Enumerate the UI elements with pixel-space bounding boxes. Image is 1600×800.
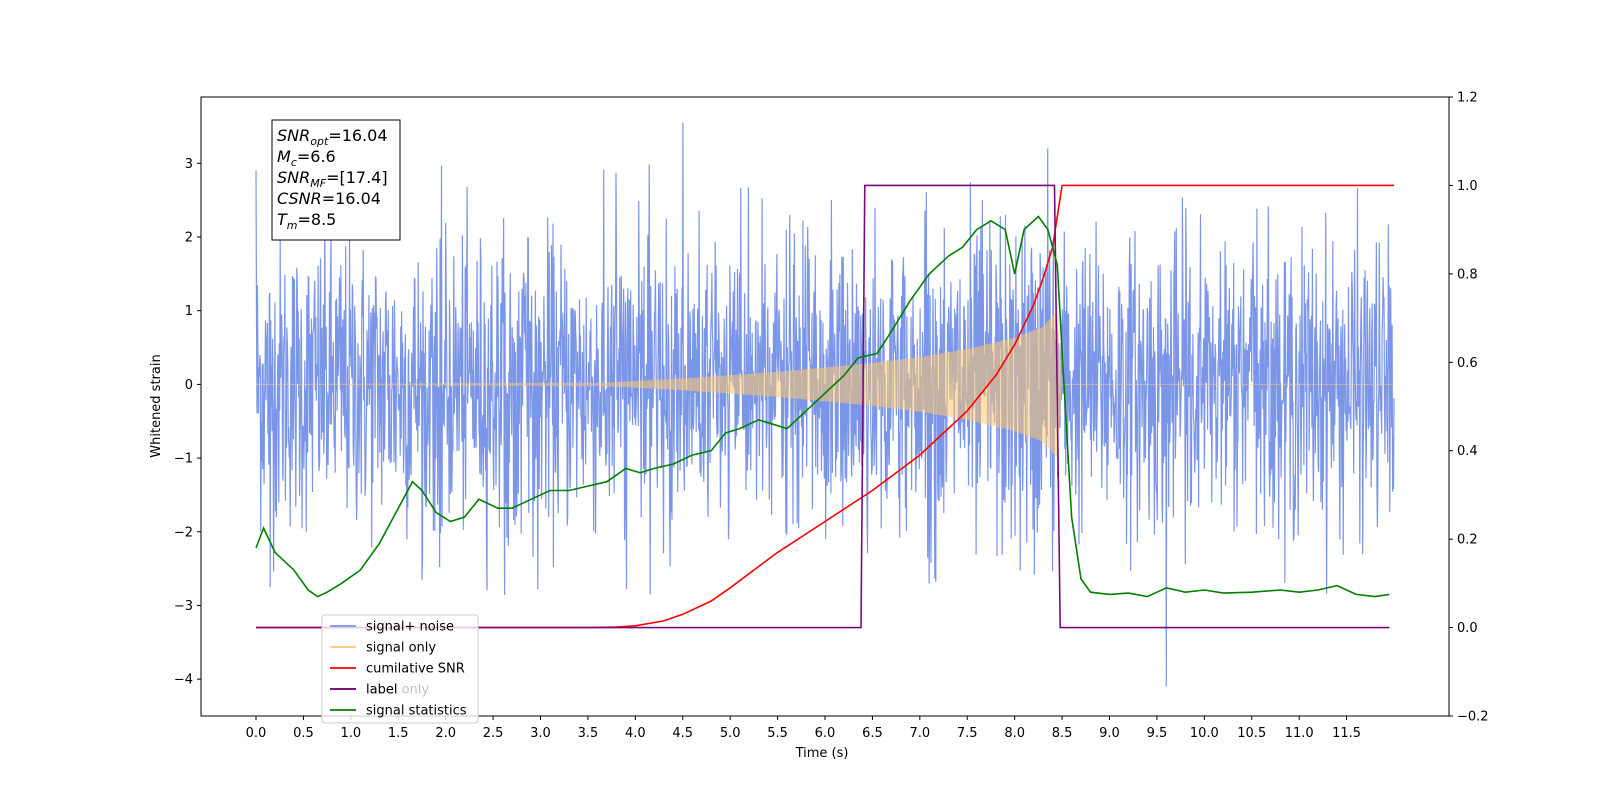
annotation-line: CSNR=16.04: [277, 189, 381, 208]
x-tick-label: 4.0: [625, 726, 646, 741]
y-left-tick-label: −2: [174, 525, 193, 540]
y-axis-label: Whitened strain: [149, 354, 164, 457]
annotation-line: Mc=6.6: [277, 147, 336, 169]
x-tick-label: 0.5: [293, 726, 314, 741]
x-tick-label: 5.0: [720, 726, 741, 741]
y-left-tick-label: −3: [174, 599, 193, 614]
y-left-tick-label: 3: [185, 157, 193, 172]
x-tick-label: 6.5: [862, 726, 883, 741]
x-tick-label: 3.0: [530, 726, 551, 741]
y-right-tick-label: 1.0: [1457, 179, 1478, 194]
y-left-tick-label: 0: [185, 378, 193, 393]
x-axis: 0.0 0.5 1.0 1.5 2.0 2.5 3.0 3.5 4.0 4.5 5.0 5.5 6.0 6…: [246, 716, 1361, 741]
annotation-line: SNRMF=[17.4]: [277, 168, 388, 190]
y-right-tick-label: 0.6: [1457, 356, 1478, 371]
x-tick-label: 5.5: [767, 726, 788, 741]
y-right-tick-label: 0.0: [1457, 621, 1478, 636]
legend-label: label: [366, 683, 397, 698]
x-axis-label: Time (s): [795, 746, 849, 761]
x-tick-label: 10.0: [1190, 726, 1219, 741]
legend: signal+ noise signal only cumilative SNR la…: [321, 614, 479, 724]
y-right-tick-label: 0.8: [1457, 267, 1478, 282]
y-right-tick-label: 0.4: [1457, 444, 1478, 459]
legend-label: cumilative SNR: [366, 662, 465, 677]
x-tick-label: 8.5: [1052, 726, 1073, 741]
annotation-box-border: [271, 119, 401, 241]
legend-label: label only: [366, 683, 429, 698]
x-tick-label: 9.5: [1147, 726, 1168, 741]
x-tick-label: 7.5: [957, 726, 978, 741]
x-tick-label: 2.5: [483, 726, 504, 741]
series-signal-only: [256, 311, 1394, 458]
series-signal-statistics: [255, 215, 1390, 598]
y-right-tick-label: 0.2: [1457, 533, 1478, 548]
legend-label: signal+ noise: [366, 620, 454, 635]
x-tick-label: 1.5: [388, 726, 409, 741]
y-axis-left: 3 2 1 0 −1 −2 −3 −4: [174, 157, 201, 688]
annotation-line: SNRopt=16.04: [277, 126, 388, 148]
x-tick-label: 9.0: [1099, 726, 1120, 741]
x-tick-label: 11.0: [1285, 726, 1314, 741]
x-tick-label: 0.0: [246, 726, 267, 741]
legend-label: signal statistics: [366, 704, 467, 719]
series-cumulative-snr: [256, 184, 1394, 629]
series-label: [256, 184, 1390, 629]
y-left-tick-label: −4: [174, 673, 193, 688]
legend-label: signal only: [366, 641, 436, 656]
y-right-tick-label: −0.2: [1457, 710, 1489, 725]
x-tick-label: 2.0: [435, 726, 456, 741]
y-axis-right: 1.2 1.0 0.8 0.6 0.4 0.2 0.0 −0.2: [1449, 91, 1489, 725]
legend-frame: [321, 614, 479, 724]
x-tick-label: 3.5: [578, 726, 599, 741]
x-tick-label: 10.5: [1237, 726, 1266, 741]
x-tick-label: 7.0: [909, 726, 930, 741]
stats-annotation-box: SNRopt=16.04Mc=6.6SNRMF=[17.4]CSNR=16.04…: [271, 119, 401, 241]
x-tick-label: 8.0: [1004, 726, 1025, 741]
y-right-tick-label: 1.2: [1457, 91, 1478, 106]
x-tick-label: 1.0: [340, 726, 361, 741]
x-tick-label: 4.5: [672, 726, 693, 741]
series-layer: [255, 122, 1395, 687]
y-left-tick-label: 1: [185, 304, 193, 319]
y-left-tick-label: 2: [185, 231, 193, 246]
x-tick-label: 11.5: [1332, 726, 1361, 741]
y-left-tick-label: −1: [174, 452, 193, 467]
x-tick-label: 6.0: [815, 726, 836, 741]
annotation-line: Tm=8.5: [277, 210, 336, 232]
